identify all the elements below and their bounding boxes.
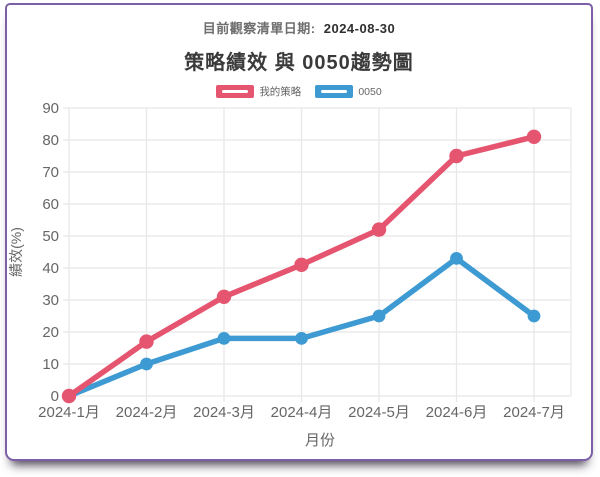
y-tick-label: 60 <box>42 196 59 213</box>
y-tick-label: 30 <box>42 292 59 309</box>
x-tick-label: 2024-3月 <box>193 404 255 421</box>
chart-legend: 我的策略 0050 <box>7 84 591 99</box>
y-tick-label: 70 <box>42 164 59 181</box>
data-point-1 <box>140 357 153 371</box>
y-tick-label: 90 <box>42 101 59 117</box>
y-tick-label: 50 <box>42 228 59 245</box>
watchlist-date-label: 目前觀察清單日期: <box>202 21 316 36</box>
x-axis-title: 月份 <box>305 432 335 449</box>
chart-card: 目前觀察清單日期: 2024-08-30 策略績效 與 0050趨勢圖 我的策略… <box>5 3 593 461</box>
y-tick-label: 80 <box>42 132 59 149</box>
x-tick-label: 2024-7月 <box>503 404 565 421</box>
watchlist-date-value: 2024-08-30 <box>323 21 396 36</box>
data-point-1 <box>372 309 386 323</box>
data-point-1 <box>527 309 541 323</box>
data-point-0 <box>371 222 387 237</box>
y-axis-title: 績效(%) <box>8 227 24 277</box>
y-tick-label: 0 <box>51 388 59 405</box>
data-point-0 <box>449 148 464 164</box>
x-tick-label: 2024-1月 <box>38 404 100 421</box>
legend-label-0050: 0050 <box>358 85 382 98</box>
y-tick-label: 10 <box>42 356 59 373</box>
data-point-1 <box>217 332 231 345</box>
page-title: 策略績效 與 0050趨勢圖 <box>184 52 414 74</box>
data-point-0 <box>526 129 542 144</box>
chart-area: 0 10 20 30 40 50 60 70 80 90 2024-1月 2024-2月 2024-3月… <box>7 100 591 458</box>
legend-item-strategy[interactable]: 我的策略 <box>216 84 301 99</box>
data-point-0 <box>139 334 154 349</box>
x-tick-label: 2024-5月 <box>348 404 410 421</box>
data-point-1 <box>295 332 308 345</box>
etf-0050-line-swatch <box>315 85 354 98</box>
performance-chart: 0 10 20 30 40 50 60 70 80 90 2024-1月 2024-2月 2024-3月… <box>8 100 572 449</box>
watchlist-date-header: 目前觀察清單日期: 2024-08-30 <box>7 18 591 37</box>
strategy-line-swatch <box>216 85 255 98</box>
data-point-0 <box>61 388 77 404</box>
data-point-0 <box>216 289 232 304</box>
x-tick-label: 2024-4月 <box>271 404 333 421</box>
legend-label-strategy: 我的策略 <box>259 86 302 98</box>
x-tick-label: 2024-6月 <box>426 404 488 421</box>
legend-item-0050[interactable]: 0050 <box>315 85 382 98</box>
data-point-0 <box>294 257 309 272</box>
y-tick-label: 20 <box>42 324 59 341</box>
y-tick-label: 40 <box>42 260 59 277</box>
data-point-1 <box>450 252 463 265</box>
x-tick-label: 2024-2月 <box>116 404 178 421</box>
